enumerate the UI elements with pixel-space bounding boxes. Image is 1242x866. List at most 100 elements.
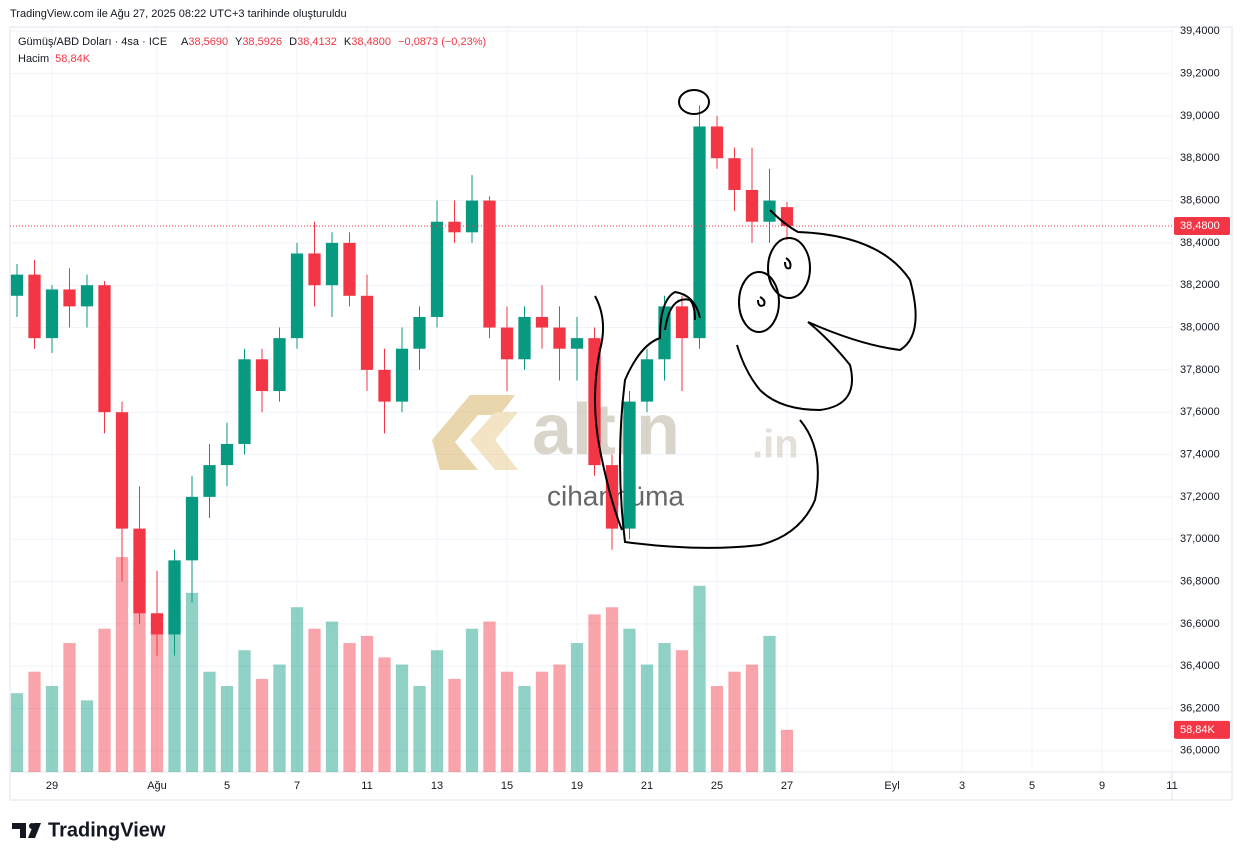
x-tick-label: 9 (1099, 780, 1105, 792)
doodle (784, 257, 792, 270)
volume-label: 58,84K (1180, 724, 1216, 736)
candle-body (518, 316, 531, 360)
candle-body (553, 327, 566, 349)
x-tick-label: 27 (781, 780, 793, 792)
candles (10, 105, 1172, 656)
candle-body (133, 528, 146, 614)
volume-bar (728, 671, 741, 772)
candle-body (98, 285, 111, 413)
candle-body (273, 338, 286, 392)
candle-body (640, 359, 654, 402)
candle-body (360, 295, 374, 370)
legend-key: Hacim (18, 53, 49, 65)
volume-bar (10, 693, 24, 772)
x-tick-label: 11 (361, 780, 372, 792)
candle-body (45, 289, 59, 339)
y-tick-label: 36,2000 (1180, 702, 1220, 714)
y-tick-label: 37,6000 (1180, 406, 1220, 418)
x-tick-label: 25 (711, 780, 723, 792)
candle-body (150, 613, 164, 635)
candle-body (10, 274, 24, 296)
doodle (757, 296, 766, 307)
y-tick-label: 39,4000 (1180, 25, 1220, 37)
doodle (736, 209, 917, 412)
candle-body (448, 221, 461, 233)
volume-bar (378, 657, 391, 772)
volume-bar (570, 643, 584, 772)
last-price-label: 38,4800 (1180, 220, 1220, 232)
volume-bar (80, 700, 94, 772)
candle-body (308, 253, 321, 286)
volume-bar (63, 643, 76, 772)
candle-body (203, 465, 216, 497)
candle-body (675, 306, 689, 339)
candle-body (63, 289, 76, 307)
volume-box (1174, 720, 1230, 739)
volume-bar (763, 635, 776, 772)
legend-value: 38,5926 (242, 36, 282, 48)
volume-bar (150, 614, 164, 772)
candle-body (623, 401, 636, 529)
x-tick-label: 21 (641, 780, 653, 792)
volume-bar (640, 664, 654, 772)
volume-bar (623, 628, 636, 772)
volume-bar (588, 614, 601, 772)
candle-body (535, 316, 549, 328)
footer-brand: TradingView (48, 819, 166, 841)
x-tick-label: 5 (1029, 780, 1035, 792)
y-tick-label: 37,4000 (1180, 448, 1220, 460)
candle-body (395, 348, 409, 402)
legend-value: 38,4132 (297, 36, 337, 48)
candle-body (168, 560, 181, 635)
doodle (767, 237, 811, 299)
candle-body (255, 359, 269, 392)
y-tick-label: 39,2000 (1180, 67, 1220, 79)
volume-bar (693, 585, 706, 772)
volume-bar (535, 671, 549, 772)
doodle (738, 271, 780, 333)
candle-body (290, 253, 304, 339)
x-tick-label: Eyl (884, 780, 899, 792)
candle-body (693, 126, 706, 339)
volume-bar (273, 664, 286, 772)
y-tick-label: 37,8000 (1180, 364, 1220, 376)
volume-bar (168, 600, 181, 772)
candle-body (763, 200, 776, 222)
candle-body (185, 496, 199, 561)
y-tick-label: 38,8000 (1180, 152, 1220, 164)
candle-body (220, 443, 234, 466)
volume-bar (133, 564, 146, 772)
candle-body (780, 207, 794, 226)
candle-body (710, 126, 724, 159)
x-tick-label: 11 (1166, 780, 1177, 792)
doodle (619, 290, 819, 549)
candle-body (28, 274, 41, 339)
y-tick-label: 36,8000 (1180, 575, 1220, 587)
volume-bar (220, 686, 234, 772)
y-tick-label: 38,2000 (1180, 279, 1220, 291)
header: TradingView.com ile Ağu 27, 2025 08:22 U… (10, 8, 347, 20)
y-tick-label: 36,0000 (1180, 745, 1220, 757)
y-tick-label: 37,0000 (1180, 533, 1220, 545)
legend-value: 38,5690 (188, 36, 228, 48)
volume-bar (45, 686, 59, 772)
volume-bar (500, 671, 514, 772)
volume-bar (98, 628, 111, 772)
candle-body (80, 285, 94, 307)
x-tick-label: Ağu (147, 780, 167, 792)
legend-value: 38,4800 (351, 36, 391, 48)
axes: 36,0000 36,2000 36,4000 36,6000 36,8000 37,00… (46, 25, 1230, 792)
legend-value: 58,84K (55, 53, 91, 65)
volume-bar (343, 643, 356, 772)
y-tick-label: 38,4000 (1180, 237, 1220, 249)
legend-ohlc: A38,5690 Y38,5926 D38,4132 K38,4800 −0,0… (181, 36, 486, 48)
y-tick-label: 38,6000 (1180, 194, 1220, 206)
volume-bar (115, 557, 129, 772)
candle-body (745, 189, 759, 222)
doodle (678, 89, 710, 115)
candle-body (115, 412, 129, 529)
volume-bar (780, 729, 794, 772)
watermark-logo (470, 412, 518, 470)
